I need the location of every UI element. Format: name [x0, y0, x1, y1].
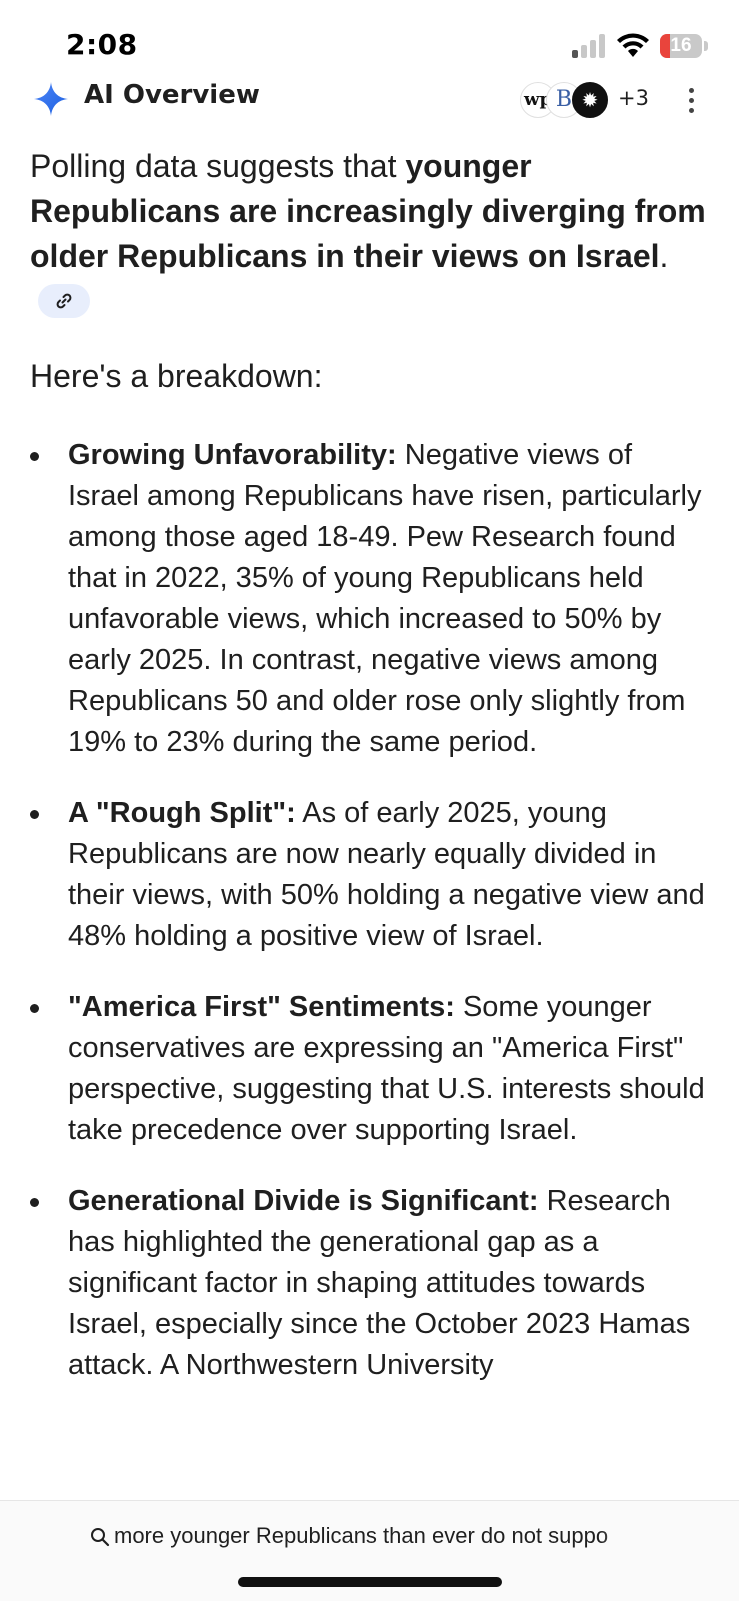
- status-bar: 2:08 16: [0, 0, 739, 92]
- link-icon: [56, 293, 72, 308]
- intro-period: .: [659, 238, 669, 274]
- list-item: Growing Unfavorability: Negative views o…: [30, 435, 710, 763]
- more-vert-icon[interactable]: [680, 86, 704, 116]
- list-item: "America First" Sentiments: Some younger…: [30, 987, 710, 1151]
- bullet-list: Growing Unfavorability: Negative views o…: [30, 435, 710, 1386]
- battery-icon: 16: [660, 34, 702, 58]
- wifi-icon: [617, 33, 649, 57]
- bullet-title: "America First" Sentiments:: [68, 991, 455, 1023]
- query-fade: [600, 1519, 660, 1553]
- citation-link-button[interactable]: [38, 283, 90, 318]
- clock: 2:08: [66, 28, 138, 61]
- bullet-title: A "Rough Split":: [68, 797, 296, 829]
- search-query-field[interactable]: more younger Republicans than ever do no…: [90, 1523, 650, 1549]
- sparkle-icon: [34, 82, 68, 116]
- list-item: A "Rough Split": As of early 2025, young…: [30, 793, 710, 957]
- source-logos[interactable]: wp B ✹ +3: [520, 82, 660, 118]
- bullet-title: Generational Divide is Significant:: [68, 1185, 539, 1217]
- bullet-text: Some younger conservatives are expressin…: [68, 991, 705, 1146]
- intro-text: Polling data suggests that: [30, 148, 406, 184]
- intro-bold-text: younger Republicans are increasingly div…: [30, 148, 706, 274]
- bullet-text: Negative views of Israel among Republica…: [68, 439, 702, 758]
- intro-paragraph: Polling data suggests that younger Repub…: [30, 144, 710, 324]
- search-query-text: more younger Republicans than ever do no…: [114, 1523, 609, 1548]
- bullet-text: As of early 2025, young Republicans are …: [68, 797, 705, 952]
- breakdown-heading: Here's a breakdown:: [30, 358, 323, 394]
- bottom-search-bar: more younger Republicans than ever do no…: [0, 1500, 739, 1601]
- home-indicator[interactable]: [238, 1577, 502, 1587]
- search-icon: [91, 1528, 110, 1547]
- source-sun-logo[interactable]: ✹: [572, 82, 608, 118]
- list-item: Generational Divide is Significant: Rese…: [30, 1181, 710, 1386]
- ai-overview-header: AI Overview wp B ✹ +3: [0, 78, 739, 122]
- ai-overview-content: Polling data suggests that younger Repub…: [30, 144, 710, 1416]
- bullet-dot: [30, 810, 39, 819]
- bullet-dot: [30, 1004, 39, 1013]
- battery-tip: [704, 41, 708, 51]
- bullet-dot: [30, 1198, 39, 1207]
- cellular-signal-icon: [572, 34, 606, 58]
- more-sources-count[interactable]: +3: [618, 86, 649, 110]
- battery-level: 16: [670, 35, 692, 56]
- bullet-dot: [30, 452, 39, 461]
- bullet-text: Research has highlighted the generationa…: [68, 1185, 691, 1381]
- bullet-title: Growing Unfavorability:: [68, 439, 397, 471]
- ai-overview-title: AI Overview: [84, 80, 260, 110]
